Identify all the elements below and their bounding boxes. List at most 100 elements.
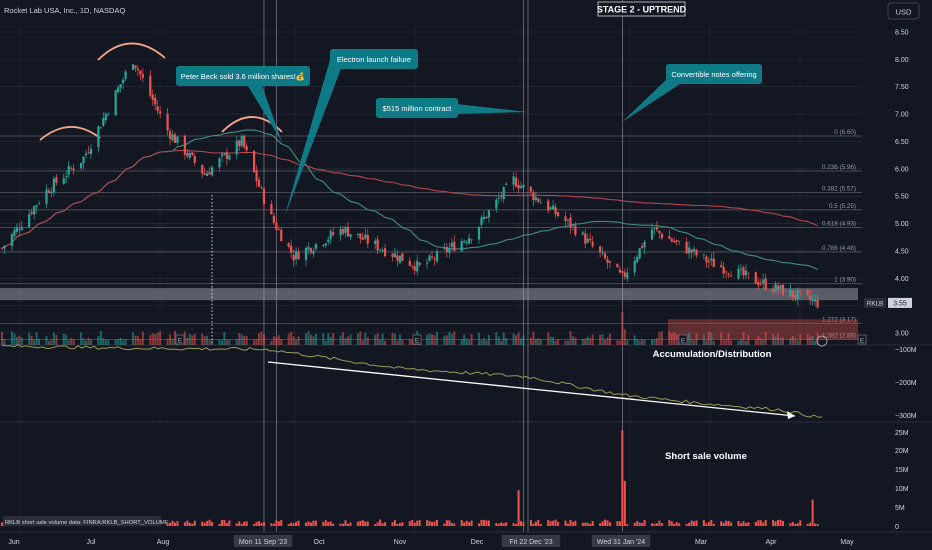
candle-body (816, 299, 819, 308)
candle-body (151, 94, 154, 101)
candle-body (695, 249, 698, 256)
short-volume-bar (304, 522, 307, 526)
volume-bar (809, 336, 812, 345)
candle-body (764, 278, 767, 290)
candle-body (811, 299, 814, 302)
candle-body (322, 244, 325, 246)
short-volume-bar (245, 521, 248, 526)
short-volume-tick: 5M (895, 505, 905, 512)
volume-bar (534, 339, 537, 345)
volume-bar (379, 339, 382, 345)
volume-bar (122, 340, 125, 345)
callout-pointer (456, 104, 528, 114)
short-volume-bar (633, 522, 636, 526)
short-volume-bar (309, 522, 312, 526)
short-volume-bar (621, 430, 624, 526)
volume-bar (47, 340, 50, 345)
callout-pointer (622, 78, 680, 122)
short-volume-bar (275, 520, 278, 526)
candle-body (799, 290, 802, 292)
volume-bar (589, 338, 592, 345)
candle-body (45, 189, 48, 204)
volume-bar (468, 339, 471, 345)
time-tick: Mar (695, 539, 708, 546)
candle-body (206, 173, 209, 177)
candle-body (292, 255, 295, 261)
volume-bar (772, 333, 775, 345)
candle-body (260, 187, 263, 189)
short-volume-bar (396, 523, 399, 526)
volume-bar (134, 335, 137, 345)
ad-tick: −100M (895, 347, 917, 354)
candle-body (779, 285, 782, 289)
price-tick: 3.00 (895, 331, 909, 338)
short-volume-bar (206, 520, 209, 526)
short-volume-bar (312, 520, 315, 526)
candle-body (776, 285, 780, 291)
callout-pointer (248, 86, 282, 142)
short-volume-bar (413, 522, 416, 526)
candle-body (670, 238, 673, 242)
volume-bar (297, 336, 300, 345)
short-volume-bar (581, 522, 584, 526)
candle-body (796, 290, 799, 300)
short-volume-bar (391, 522, 394, 526)
candle-body (186, 152, 189, 157)
currency-button[interactable]: USD (887, 2, 920, 20)
candle-body (416, 260, 419, 272)
time-axis-highlight (233, 535, 293, 547)
candle-body (171, 134, 174, 141)
candle-body (131, 64, 135, 70)
candle-body (228, 155, 231, 160)
volume-bar (497, 336, 500, 345)
short-volume-bar (532, 523, 535, 526)
candle-body (497, 198, 500, 199)
short-volume-bar (416, 520, 419, 526)
volume-bar (30, 335, 33, 345)
time-axis[interactable]: Jun Jul Aug Mon 11 Sep '23 Oct Nov Dec Fri 22 D… (0, 531, 932, 547)
candle-body (139, 70, 142, 75)
volume-bar (495, 332, 498, 345)
volume-bar (777, 333, 780, 345)
candle-body (675, 240, 678, 242)
stage-label: STAGE 2 - UPTREND (597, 5, 687, 15)
candle-body (277, 228, 280, 230)
price-axis[interactable]: 8.50 8.00 7.50 7.00 6.50 6.00 5.50 5.00 4.50 4.00… (864, 30, 912, 338)
volume-bar (616, 340, 619, 345)
volume-bar (606, 337, 609, 345)
volume-bar (794, 338, 797, 345)
volume-bar (374, 334, 377, 345)
short-volume-bar (623, 480, 626, 526)
callout-box (176, 66, 310, 86)
candle-body (485, 216, 488, 219)
time-tick: Jun (8, 539, 19, 546)
short-volume-bar (529, 519, 532, 526)
candle-body (220, 154, 224, 157)
candle-body (443, 247, 446, 249)
candle-body (379, 249, 382, 251)
candle-body (339, 228, 342, 236)
moving-averages (1, 129, 818, 271)
candle-body (72, 168, 75, 171)
candle-body (584, 233, 587, 244)
candle-body (287, 242, 290, 247)
candle-body (243, 135, 246, 148)
volume-bar (814, 340, 817, 345)
volume-bar (174, 331, 177, 345)
candle-body (505, 183, 508, 185)
short-volume-bar (169, 522, 172, 526)
short-volume-bar (235, 523, 238, 526)
volume-bar (757, 336, 760, 345)
short-volume-bar (307, 521, 310, 526)
volume-bar (235, 338, 238, 345)
candle-body (33, 206, 36, 215)
volume-bar (356, 333, 359, 345)
candle-body (391, 254, 394, 257)
volume-bar (633, 335, 636, 345)
short-volume-bar (712, 523, 715, 526)
candle-body (418, 262, 421, 265)
candle-body (554, 207, 557, 215)
volume-bar (742, 331, 745, 345)
volume-bar (102, 338, 105, 345)
